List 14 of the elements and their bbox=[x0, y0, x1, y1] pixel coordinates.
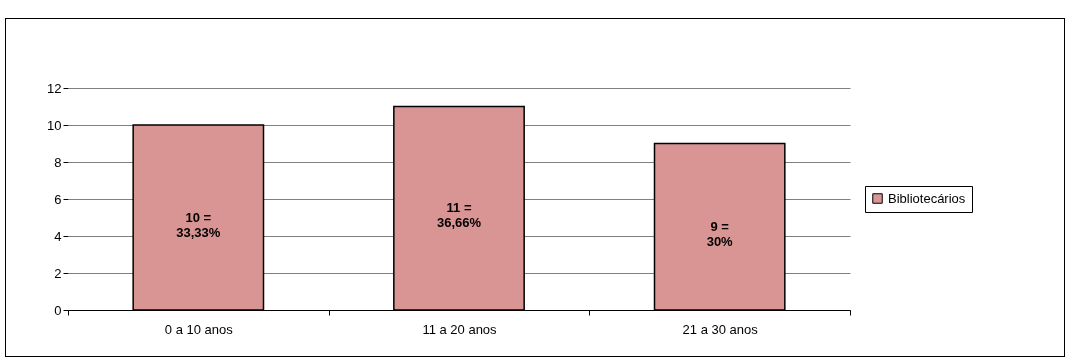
y-tick-label: 4 bbox=[54, 228, 62, 244]
data-label: 9 = 30% bbox=[706, 218, 734, 249]
legend-label: Bibliotecários bbox=[888, 190, 966, 206]
x-tick-label: 11 a 20 anos bbox=[422, 321, 498, 337]
x-tick-label: 21 a 30 anos bbox=[682, 321, 759, 337]
data-label: 10 = 33,33% bbox=[176, 209, 221, 240]
x-tick-label: 0 a 10 anos bbox=[164, 321, 234, 337]
y-tick-label: 12 bbox=[47, 80, 62, 96]
y-tick-label: 8 bbox=[54, 154, 62, 170]
y-tick-label: 0 bbox=[54, 302, 62, 318]
y-tick-label: 2 bbox=[54, 265, 62, 281]
y-tick-label: 10 bbox=[47, 117, 62, 133]
data-label: 11 = 36,66% bbox=[436, 200, 482, 231]
y-tick-label: 6 bbox=[54, 191, 62, 207]
